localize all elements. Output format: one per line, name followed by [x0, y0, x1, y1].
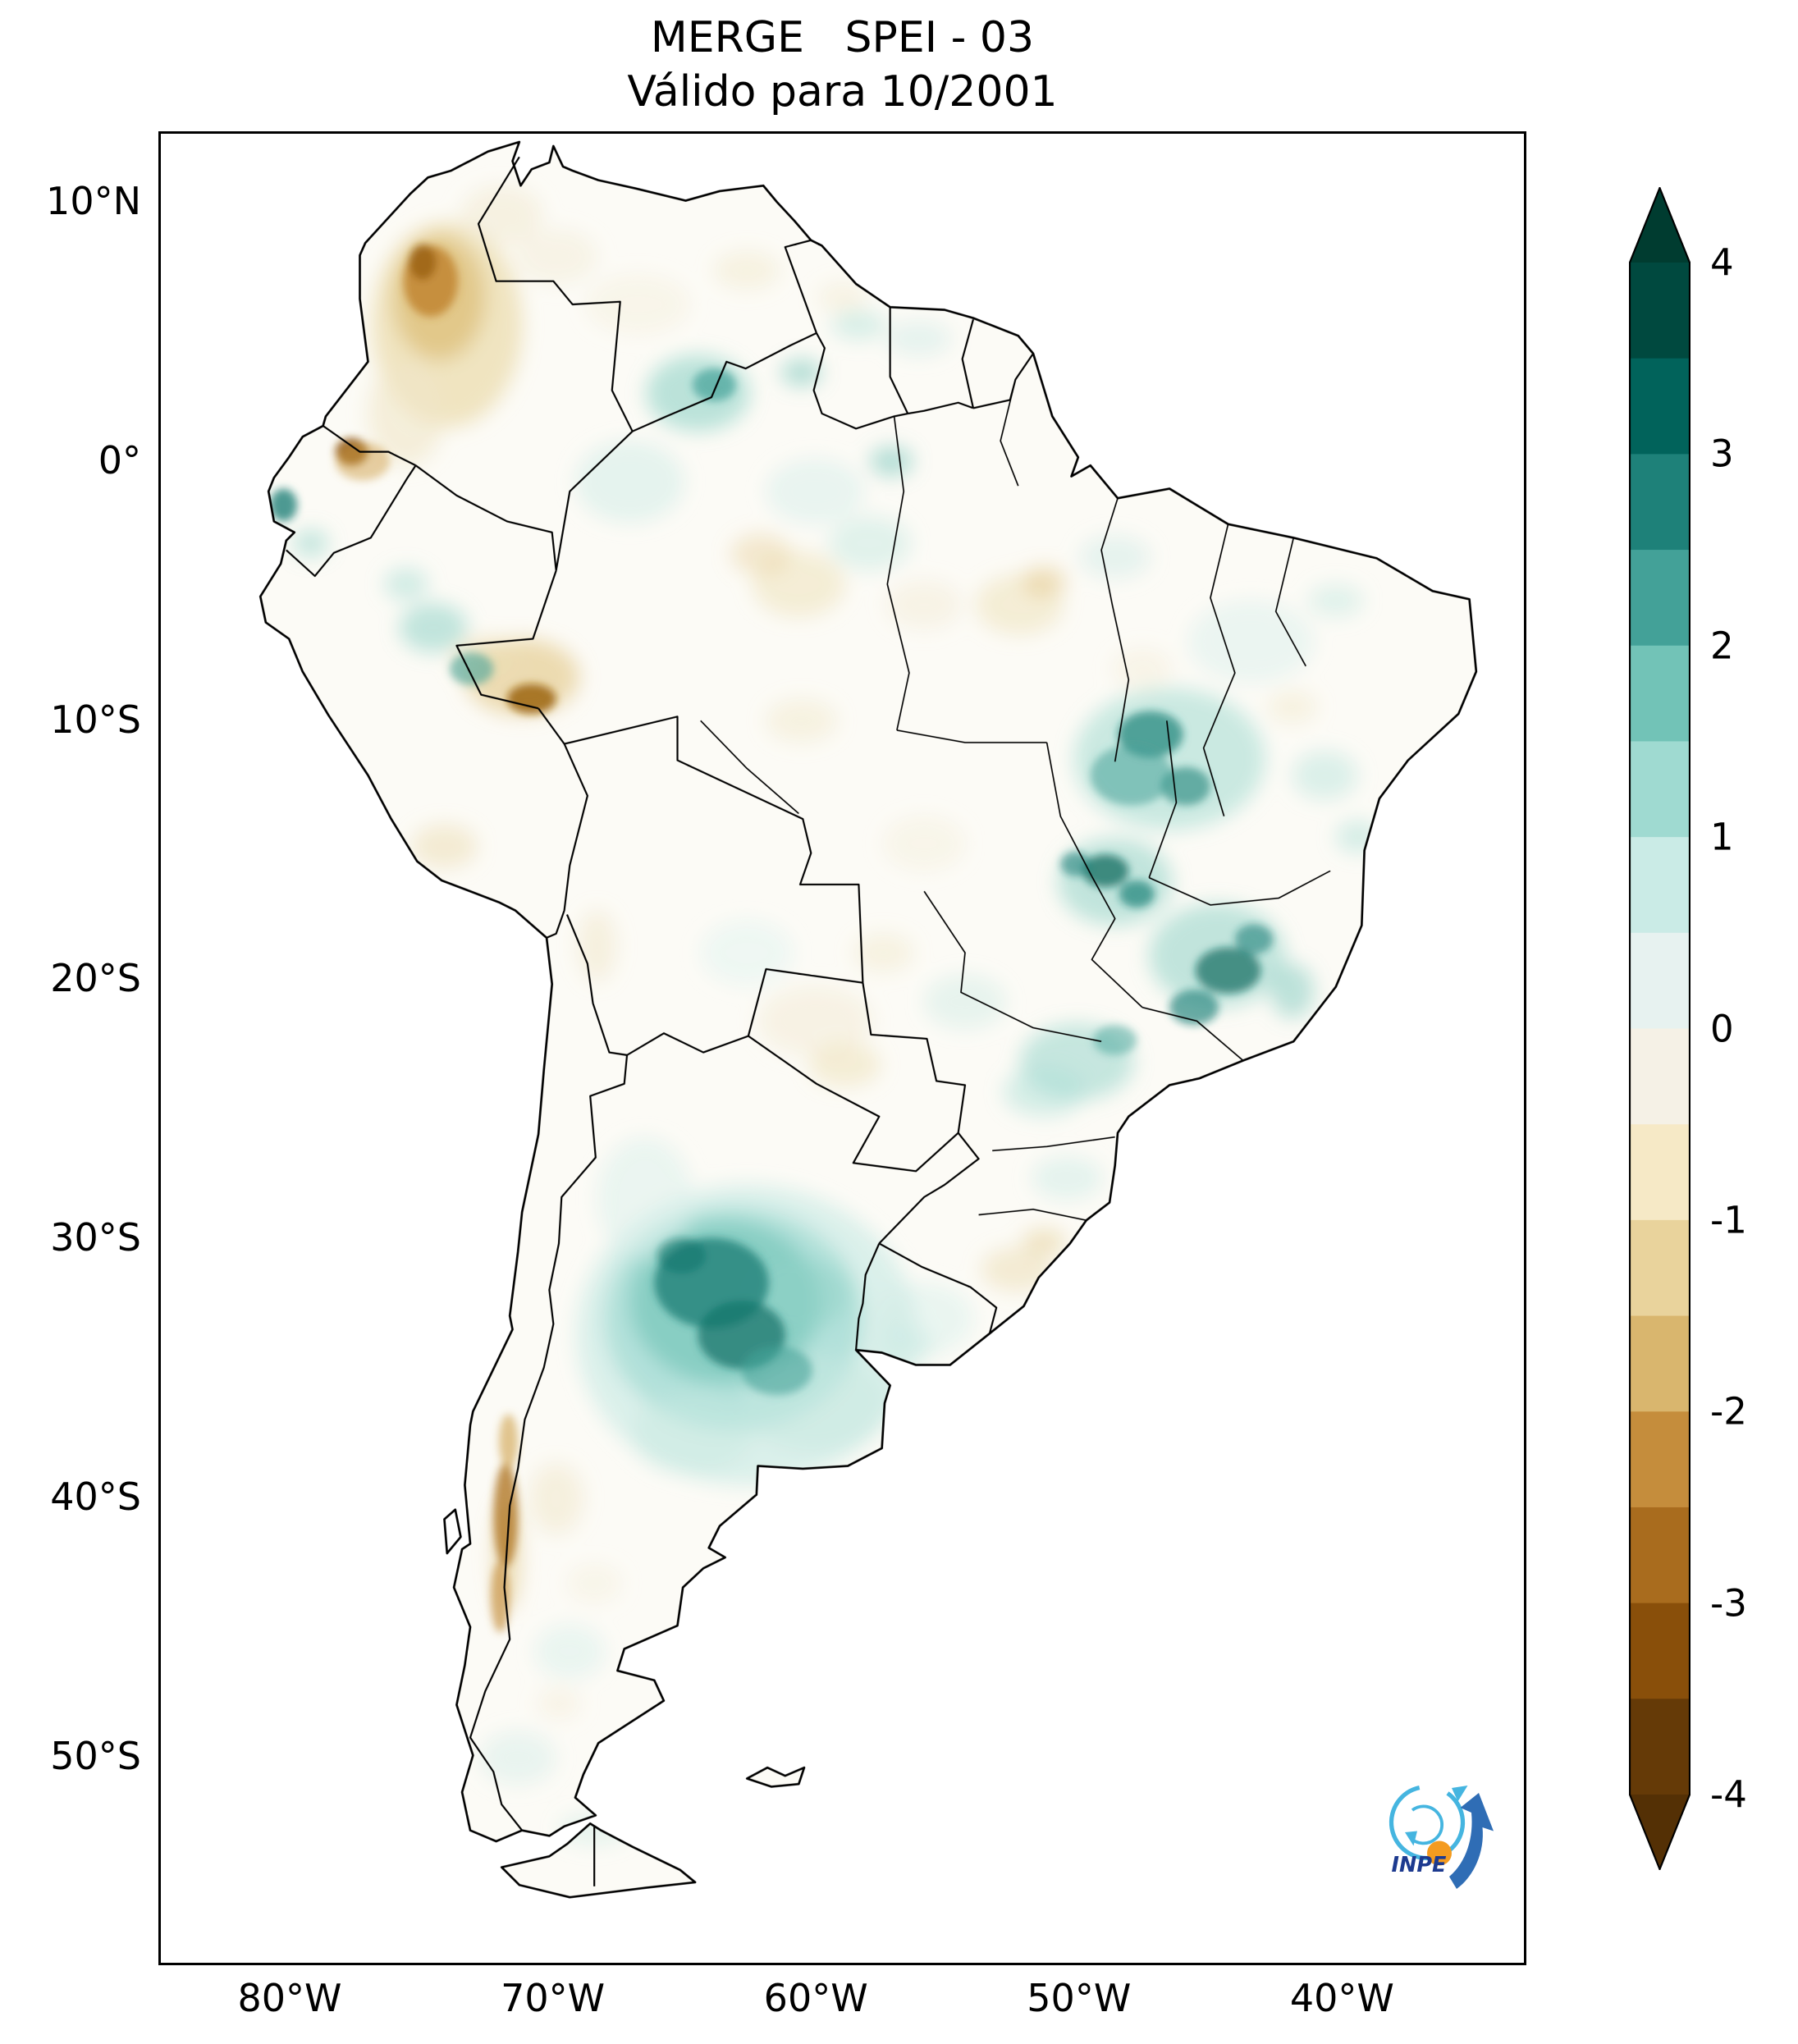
colorbar-band — [1629, 550, 1690, 647]
colorbar-band — [1629, 263, 1690, 359]
map-plot-area: INPE — [158, 131, 1526, 1965]
colorbar-tick-label: 4 — [1710, 240, 1734, 285]
spei-raster-field — [260, 141, 1476, 1898]
colorbar-outline — [1629, 187, 1690, 1870]
colorbar-band — [1629, 1699, 1690, 1795]
figure-subtitle: Válido para 10/2001 — [627, 67, 1058, 117]
colorbar-tick-label: 1 — [1710, 815, 1734, 859]
spei-colorbar — [1629, 187, 1690, 1870]
colorbar-band — [1629, 1219, 1690, 1317]
inpe-logo: INPE — [1389, 1784, 1494, 1889]
x-axis-tick-label: 70°W — [501, 1976, 606, 2020]
country-borders — [286, 156, 1034, 1886]
logo-orbit-arrowhead — [1452, 1786, 1468, 1802]
south-america-spei-map — [258, 140, 1478, 1899]
colorbar-band — [1629, 454, 1690, 551]
colorbar-band — [1629, 1603, 1690, 1700]
colorbar-tick-label: -4 — [1710, 1772, 1747, 1817]
y-axis-tick-label: 50°S — [50, 1733, 141, 1778]
x-axis-tick-label: 40°W — [1289, 1976, 1394, 2020]
logo-inner-arrowhead — [1405, 1831, 1417, 1846]
state-borders — [700, 379, 1331, 1221]
colorbar-band — [1629, 1028, 1690, 1126]
colorbar-tick-label: -3 — [1710, 1581, 1747, 1626]
colorbar-tick-label: -2 — [1710, 1389, 1747, 1434]
figure-title: MERGE SPEI - 03 — [650, 13, 1035, 62]
colorbar-band — [1629, 358, 1690, 455]
colorbar-tick-label: -1 — [1710, 1198, 1747, 1242]
colorbar-bands — [1629, 263, 1690, 1795]
colorbar-tick-label: 2 — [1710, 624, 1734, 668]
x-axis-tick-label: 60°W — [763, 1976, 868, 2020]
logo-orbit-circle — [1389, 1784, 1466, 1861]
logo-orange-sphere — [1427, 1841, 1452, 1866]
y-axis-tick-label: 0° — [98, 437, 141, 482]
colorbar-tick-label: 3 — [1710, 432, 1734, 476]
colorbar-tick-label: 0 — [1710, 1007, 1734, 1051]
x-axis-tick-label: 80°W — [237, 1976, 342, 2020]
colorbar-band — [1629, 645, 1690, 743]
y-axis-tick-label: 30°S — [50, 1215, 141, 1260]
y-axis-tick-label: 20°S — [50, 956, 141, 1001]
colorbar-extend-under — [1629, 1795, 1690, 1870]
logo-inpe-text: INPE — [1392, 1853, 1448, 1877]
colorbar-band — [1629, 1507, 1690, 1604]
y-axis-tick-label: 10°N — [46, 179, 141, 223]
x-axis-tick-label: 50°W — [1027, 1976, 1132, 2020]
colorbar-band — [1629, 837, 1690, 934]
colorbar-band — [1629, 1411, 1690, 1508]
y-axis-tick-label: 10°S — [50, 697, 141, 742]
logo-inner-spiral — [1408, 1804, 1444, 1845]
colorbar-band — [1629, 1315, 1690, 1413]
colorbar-band — [1629, 1124, 1690, 1221]
y-axis-tick-label: 40°S — [50, 1475, 141, 1520]
logo-blue-arrow — [1449, 1793, 1494, 1889]
colorbar-band — [1629, 741, 1690, 839]
colorbar-extend-over — [1629, 187, 1690, 263]
colorbar-band — [1629, 932, 1690, 1030]
south-america-coastline — [258, 140, 1478, 1899]
